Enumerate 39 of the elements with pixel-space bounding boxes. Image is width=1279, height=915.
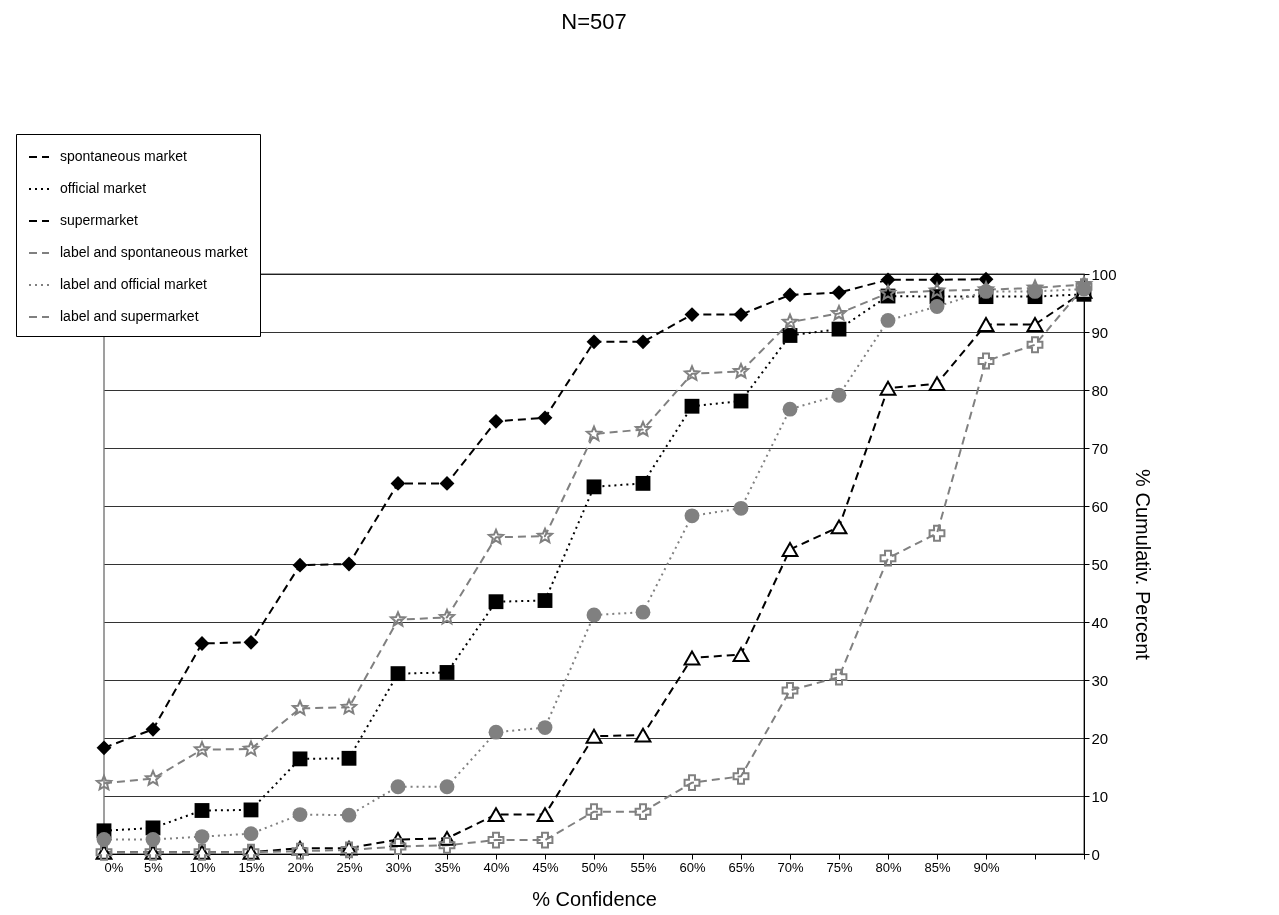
y-axis-title: % Cumulativ. Percent <box>1131 469 1154 661</box>
x-tick-label: 55% <box>630 859 657 875</box>
x-tick-label: 45% <box>532 859 559 875</box>
x-tick-label: 20% <box>287 859 314 875</box>
legend-label: label and spontaneous market <box>60 244 248 260</box>
y-tick-label: 60 <box>1091 497 1109 515</box>
legend-label: label and supermarket <box>60 308 199 324</box>
x-tick-label: 85% <box>924 859 951 875</box>
legend-label: supermarket <box>60 212 138 228</box>
y-tick-label: 70 <box>1091 439 1109 457</box>
x-axis-title: % Confidence <box>532 887 657 910</box>
x-tick-label: 30% <box>385 859 412 875</box>
y-tick-label: 30 <box>1091 671 1109 689</box>
chart-title: N=507 <box>561 8 627 34</box>
x-tick-label: 25% <box>336 859 363 875</box>
x-tick-label: 10% <box>189 859 216 875</box>
x-tick-label: 70% <box>777 859 804 875</box>
legend-label: spontaneous market <box>60 148 187 164</box>
x-tick-label: 65% <box>728 859 755 875</box>
x-tick-label: 75% <box>826 859 853 875</box>
x-tick-label: 40% <box>483 859 510 875</box>
x-tick-label: 60% <box>679 859 706 875</box>
legend-label: official market <box>60 180 147 196</box>
y-tick-label: 100 <box>1091 265 1117 283</box>
y-tick-label: 40 <box>1091 613 1109 631</box>
x-tick-label: 0% <box>104 859 124 875</box>
y-tick-label: 90 <box>1091 323 1109 341</box>
y-tick-label: 0 <box>1091 845 1100 863</box>
x-tick-label: 35% <box>434 859 461 875</box>
x-tick-label: 90% <box>973 859 1000 875</box>
y-tick-label: 80 <box>1091 381 1109 399</box>
x-tick-label: 50% <box>581 859 608 875</box>
legend-label: label and official market <box>60 276 207 292</box>
x-tick-label: 5% <box>144 859 164 875</box>
y-tick-label: 10 <box>1091 787 1109 805</box>
y-tick-label: 50 <box>1091 555 1109 573</box>
y-tick-label: 20 <box>1091 729 1109 747</box>
x-tick-label: 15% <box>238 859 265 875</box>
x-tick-label: 80% <box>875 859 902 875</box>
